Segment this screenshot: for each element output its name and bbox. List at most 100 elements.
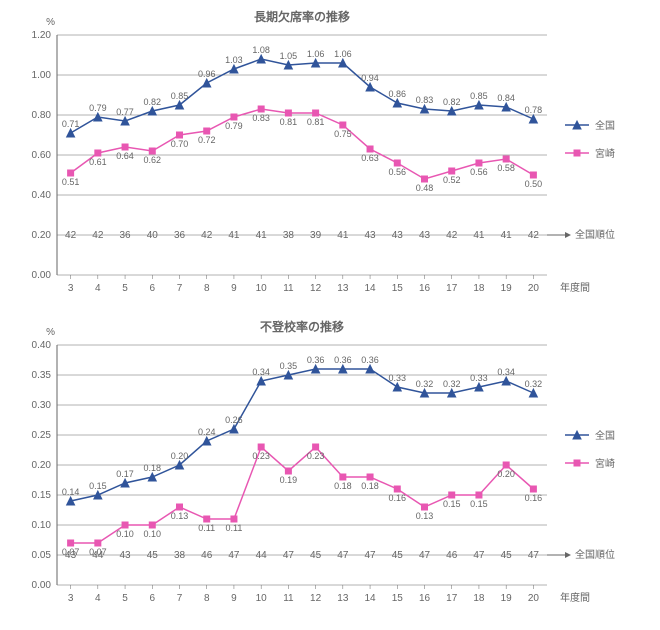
data-label: 0.56 xyxy=(470,167,488,177)
rank-value: 47 xyxy=(283,550,295,561)
rank-value: 40 xyxy=(147,230,159,241)
y-tick: 0.00 xyxy=(32,580,52,591)
x-tick: 20 xyxy=(528,283,540,294)
data-label: 0.36 xyxy=(307,355,325,365)
x-tick: 6 xyxy=(149,593,155,604)
x-tick: 12 xyxy=(310,283,322,294)
x-unit: 年度間 xyxy=(560,281,590,294)
data-label: 0.85 xyxy=(470,91,488,101)
x-tick: 5 xyxy=(122,593,128,604)
rank-value: 36 xyxy=(119,230,131,241)
data-label: 0.15 xyxy=(470,499,488,509)
rank-value: 46 xyxy=(201,550,213,561)
data-label: 0.15 xyxy=(89,481,107,491)
x-tick: 18 xyxy=(473,283,485,294)
data-label: 0.52 xyxy=(443,175,461,185)
x-tick: 20 xyxy=(528,593,540,604)
rank-value: 41 xyxy=(337,230,349,241)
data-label: 0.20 xyxy=(171,451,189,461)
rank-value: 42 xyxy=(201,230,213,241)
x-tick: 6 xyxy=(149,283,155,294)
rank-value: 36 xyxy=(174,230,186,241)
y-unit: % xyxy=(46,17,55,28)
data-label: 1.06 xyxy=(334,49,352,59)
x-tick: 16 xyxy=(419,593,431,604)
data-label: 0.79 xyxy=(89,103,107,113)
x-tick: 14 xyxy=(364,283,376,294)
data-label: 0.83 xyxy=(416,95,434,105)
data-label: 1.06 xyxy=(307,49,325,59)
data-label: 0.50 xyxy=(525,179,543,189)
data-label: 0.32 xyxy=(416,379,434,389)
x-tick: 17 xyxy=(446,593,458,604)
x-tick: 11 xyxy=(283,593,294,604)
x-tick: 4 xyxy=(95,283,101,294)
rank-value: 46 xyxy=(446,550,458,561)
x-tick: 8 xyxy=(204,593,210,604)
rank-value: 47 xyxy=(337,550,349,561)
data-label: 0.16 xyxy=(389,493,407,503)
rank-value: 38 xyxy=(174,550,186,561)
rank-value: 47 xyxy=(419,550,431,561)
data-label: 0.18 xyxy=(361,481,379,491)
data-label: 0.20 xyxy=(497,469,515,479)
legend-miyazaki: 宮崎 xyxy=(595,457,615,470)
x-tick: 10 xyxy=(256,593,268,604)
data-label: 0.17 xyxy=(116,469,134,479)
x-tick: 18 xyxy=(473,593,485,604)
legend-miyazaki: 宮崎 xyxy=(595,147,615,160)
rank-value: 42 xyxy=(528,230,540,241)
data-label: 0.24 xyxy=(198,427,216,437)
data-label: 0.51 xyxy=(62,177,80,187)
chart2: 不登校率の推移%0.000.050.100.150.200.250.300.35… xyxy=(5,315,660,625)
rank-value: 47 xyxy=(364,550,376,561)
x-tick: 15 xyxy=(392,593,404,604)
x-tick: 13 xyxy=(337,283,349,294)
data-label: 0.58 xyxy=(497,163,515,173)
rank-value: 47 xyxy=(473,550,485,561)
legend-zenkoku: 全国 xyxy=(595,119,615,132)
x-unit: 年度間 xyxy=(560,591,590,604)
rank-value: 41 xyxy=(473,230,485,241)
data-label: 1.03 xyxy=(225,55,243,65)
data-label: 0.26 xyxy=(225,415,243,425)
data-label: 0.11 xyxy=(226,523,243,533)
data-label: 0.33 xyxy=(389,373,407,383)
data-label: 0.36 xyxy=(334,355,352,365)
data-label: 1.05 xyxy=(280,51,298,61)
data-label: 0.94 xyxy=(361,73,379,83)
rank-value: 45 xyxy=(501,550,513,561)
rank-value: 47 xyxy=(528,550,540,561)
x-tick: 12 xyxy=(310,593,322,604)
y-tick: 0.05 xyxy=(32,550,52,561)
x-tick: 13 xyxy=(337,593,349,604)
data-label: 0.96 xyxy=(198,69,216,79)
data-label: 0.34 xyxy=(497,367,515,377)
x-tick: 3 xyxy=(68,593,74,604)
rank-value: 45 xyxy=(310,550,322,561)
x-tick: 8 xyxy=(204,283,210,294)
x-tick: 5 xyxy=(122,283,128,294)
data-label: 0.64 xyxy=(116,151,134,161)
rank-value: 41 xyxy=(501,230,513,241)
x-tick: 9 xyxy=(231,283,237,294)
rank-value: 41 xyxy=(228,230,240,241)
data-label: 0.18 xyxy=(144,463,162,473)
data-label: 0.84 xyxy=(497,93,515,103)
data-label: 0.13 xyxy=(171,511,189,521)
data-label: 0.33 xyxy=(470,373,488,383)
x-tick: 9 xyxy=(231,593,237,604)
rank-value: 43 xyxy=(419,230,431,241)
legend-zenkoku: 全国 xyxy=(595,429,615,442)
rank-value: 42 xyxy=(92,230,104,241)
x-tick: 15 xyxy=(392,283,404,294)
data-label: 1.08 xyxy=(252,45,270,55)
data-label: 0.32 xyxy=(525,379,543,389)
rank-label: 全国順位 xyxy=(575,228,615,241)
data-label: 0.70 xyxy=(171,139,189,149)
data-label: 0.16 xyxy=(525,493,543,503)
rank-value: 42 xyxy=(65,230,77,241)
data-label: 0.13 xyxy=(416,511,434,521)
rank-value: 41 xyxy=(256,230,268,241)
data-label: 0.48 xyxy=(416,183,434,193)
